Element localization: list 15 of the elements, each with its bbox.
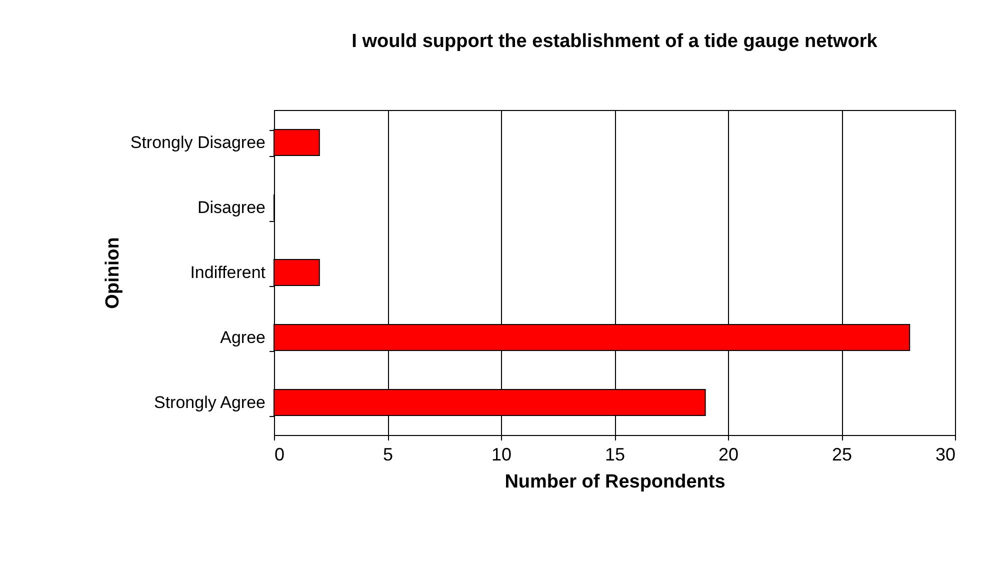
y-tick-label: Agree: [220, 328, 266, 347]
x-tick-label: 5: [382, 444, 394, 464]
x-tick-label: 30: [935, 444, 956, 464]
x-tick-label: 20: [718, 444, 739, 464]
y-tick-label: Disagree: [197, 198, 266, 217]
x-axis-title: Number of Respondents: [504, 472, 726, 492]
x-tick-label: 0: [274, 444, 285, 464]
y-tick-label: Strongly Agree: [154, 393, 266, 412]
x-tick-label: 15: [604, 444, 626, 464]
x-tick-label: 10: [491, 444, 512, 464]
y-axis-title: Opinion: [102, 237, 124, 309]
y-tick-label: Strongly Disagree: [130, 133, 266, 152]
y-tick-label: Indifferent: [190, 263, 266, 282]
x-tick-label: 25: [832, 444, 852, 464]
chart-title: I would support the establishment of a tide gauge network: [352, 31, 878, 52]
